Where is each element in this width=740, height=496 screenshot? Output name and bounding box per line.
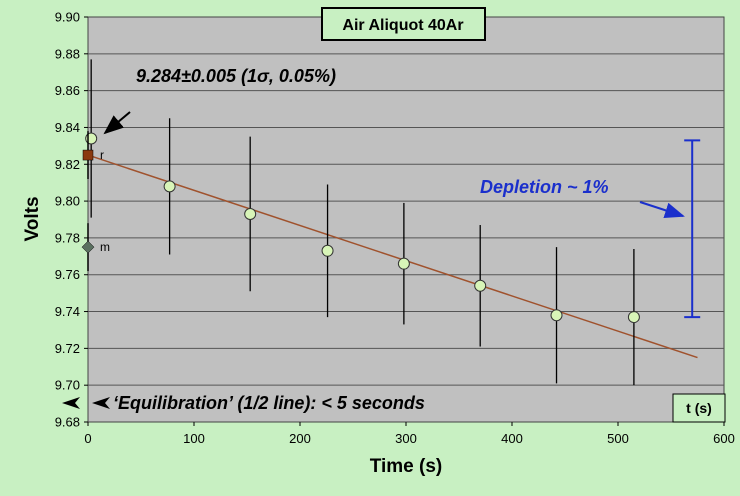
x-tick-label: 300: [395, 431, 417, 446]
plot-area: [87, 16, 725, 423]
intercept-r-marker: [82, 149, 94, 161]
intercept-m-label: m: [100, 240, 110, 254]
x-tick-label: 0: [84, 431, 91, 446]
depletion-arrow: [639, 201, 685, 219]
depletion-annotation: Depletion ~ 1%: [480, 177, 609, 197]
t-box-label: t (s): [686, 400, 712, 416]
intercept-m-marker: [81, 240, 95, 254]
t-box: [672, 393, 726, 423]
title-box: [321, 7, 486, 41]
chart-title: Air Aliquot 40Ar: [342, 17, 463, 34]
y-tick-label: 9.88: [55, 46, 80, 61]
equilibration-arrow-right-icon: [92, 397, 110, 409]
intercept-annotation: 9.284±0.005 (1σ, 0.05%): [136, 66, 336, 86]
data-point: [627, 311, 640, 324]
y-tick-label: 9.78: [55, 230, 80, 245]
y-tick-label: 9.80: [55, 194, 80, 209]
y-tick-label: 9.74: [55, 304, 80, 319]
data-point: [397, 257, 410, 270]
y-tick-label: 9.70: [55, 378, 80, 393]
x-tick-label: 600: [713, 431, 735, 446]
y-tick-label: 9.72: [55, 341, 80, 356]
intercept-r-label: r: [100, 148, 104, 162]
data-point: [244, 207, 257, 220]
y-tick-label: 9.76: [55, 267, 80, 282]
y-tick-label: 9.90: [55, 10, 80, 25]
data-point: [474, 279, 487, 292]
data-marks: rm: [81, 59, 701, 386]
gridlines: [84, 16, 725, 426]
equilibration-annotation: ‘Equilibration’ (1/2 line): < 5 seconds: [113, 393, 425, 413]
y-axis-title: Volts: [22, 196, 43, 241]
equilibration-arrow-left-icon: [62, 397, 80, 409]
y-tick-labels: 9.68 9.70 9.72 9.74 9.76 9.78 9.80 9.82 9.84 9.86…: [55, 10, 80, 430]
data-point: [550, 309, 563, 322]
x-tick-label: 400: [501, 431, 523, 446]
data-point: [163, 180, 176, 193]
x-tick-label: 500: [607, 431, 629, 446]
y-tick-label: 9.84: [55, 120, 80, 135]
x-tick-labels: 0 100 200 300 400 500 600: [84, 431, 734, 446]
x-tick-label: 200: [289, 431, 311, 446]
intercept-arrow: [103, 111, 131, 135]
x-tick-label: 100: [183, 431, 205, 446]
x-axis-title: Time (s): [370, 456, 443, 477]
y-tick-label: 9.68: [55, 415, 80, 430]
y-tick-label: 9.82: [55, 157, 80, 172]
regression-line: [87, 154, 698, 359]
y-tick-label: 9.86: [55, 83, 80, 98]
data-point: [321, 244, 334, 257]
